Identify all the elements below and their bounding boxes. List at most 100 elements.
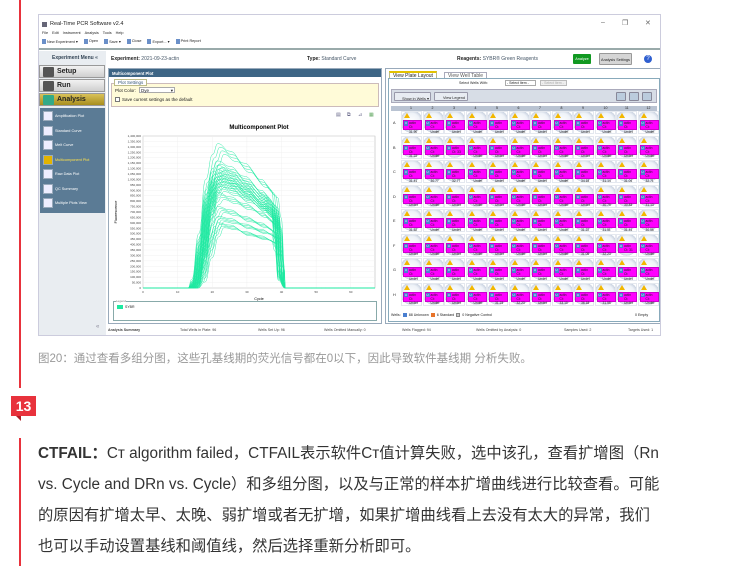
sidebar-item-qc-summary[interactable]: QC Summary xyxy=(43,183,103,196)
column-label[interactable]: 8 xyxy=(560,106,563,110)
column-label[interactable]: 12 xyxy=(646,106,651,110)
column-label[interactable]: 4 xyxy=(474,106,477,110)
column-label[interactable]: 6 xyxy=(517,106,520,110)
sidebar-item-multiple-plots-view[interactable]: Multiple Plots View xyxy=(43,197,103,210)
row-label[interactable]: G xyxy=(393,268,396,272)
sidebar-section-run[interactable]: Run xyxy=(39,79,105,92)
menu-analysis[interactable]: Analysis xyxy=(84,31,99,35)
column-label[interactable]: 7 xyxy=(539,106,541,110)
menu-help[interactable]: Help xyxy=(115,31,124,35)
sidebar-item-amplification-plot[interactable]: Amplification Plot xyxy=(43,110,103,123)
minimize-button[interactable]: – xyxy=(601,19,605,26)
row-label[interactable]: F xyxy=(393,243,396,248)
sidebar-section-setup[interactable]: Setup xyxy=(39,65,105,78)
row-label[interactable]: B xyxy=(393,145,396,150)
sidebar-item-standard-curve[interactable]: Standard Curve xyxy=(43,125,103,138)
sidebar-header[interactable]: Experiment Menu « xyxy=(52,55,98,61)
menu-instrument[interactable]: Instrument xyxy=(62,31,81,35)
tab-view-plate-layout[interactable]: View Plate Layout xyxy=(389,71,437,79)
menu-file[interactable]: File xyxy=(42,31,49,35)
sidebar-item-raw-data-plot[interactable]: Raw Data Plot xyxy=(43,168,103,181)
panel-collapse-left[interactable]: « xyxy=(96,324,100,330)
legend-toggle-icon[interactable]: ▦ xyxy=(369,112,374,118)
column-label[interactable]: 2 xyxy=(431,106,434,110)
toolbar-button-2[interactable]: Save ▾ xyxy=(104,39,121,44)
help-icon[interactable]: ? xyxy=(644,55,652,63)
show-in-wells-button[interactable]: Show in Wells ▾ xyxy=(394,92,431,101)
toolbar-button-3[interactable]: Close xyxy=(126,39,142,44)
row-label[interactable]: E xyxy=(393,219,396,223)
fit-icon[interactable] xyxy=(642,92,652,101)
column-label[interactable]: 1 xyxy=(410,106,412,110)
toolbar-button-1[interactable]: Open xyxy=(83,39,99,44)
restore-button[interactable]: ❐ xyxy=(622,20,629,27)
column-label[interactable]: 10 xyxy=(603,106,608,110)
zoom-in-icon[interactable] xyxy=(616,92,626,101)
sidebar-item-multicomponent-plot[interactable]: Multicomponent Plot xyxy=(43,154,103,167)
row-label[interactable]: A xyxy=(393,121,396,125)
row-label[interactable]: C xyxy=(393,170,396,174)
row-label[interactable]: D xyxy=(393,194,396,199)
print-icon[interactable]: ▤ xyxy=(336,112,341,118)
select-item-dropdown-2[interactable]: - Select Item - xyxy=(540,80,567,86)
sidebar-section-analysis[interactable]: Analysis xyxy=(39,93,105,106)
analyze-button[interactable]: Analyze xyxy=(573,54,591,64)
